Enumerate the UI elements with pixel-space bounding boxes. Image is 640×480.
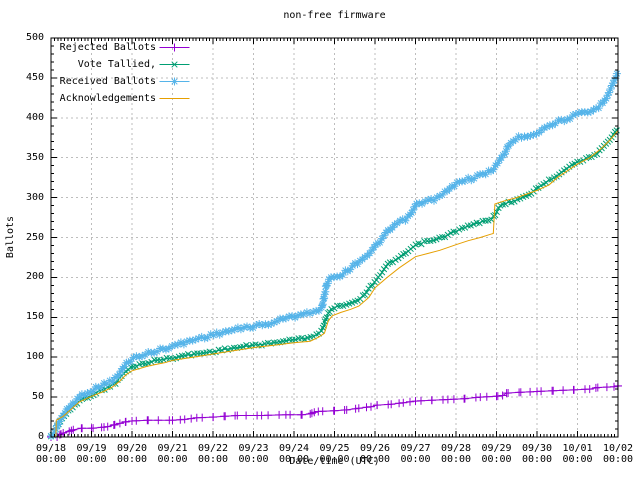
y-tick-label: 450 xyxy=(25,71,44,83)
x-tick-time: 00:00 xyxy=(319,454,350,465)
x-tick-time: 00:00 xyxy=(359,454,391,465)
star-marker-icon xyxy=(170,77,179,86)
y-tick-label: 50 xyxy=(31,391,44,403)
x-tick-time: 00:00 xyxy=(440,454,472,465)
legend-label: Acknowledgements xyxy=(59,93,156,104)
chart-title: non-free firmware xyxy=(283,10,386,21)
x-tick-label: 09/28 00:00 xyxy=(436,443,476,465)
x-tick-label: 09/25 00:00 xyxy=(315,443,355,465)
x-tick-date: 09/23 xyxy=(238,443,269,454)
x-tick-date: 09/18 xyxy=(35,443,67,454)
star-marker-icon xyxy=(47,69,621,440)
series-acknowledgements xyxy=(51,130,619,438)
x-tick-label: 10/02 00:00 xyxy=(598,443,638,465)
x-tick-label: 09/30 00:00 xyxy=(517,443,557,465)
x-tick-label: 09/23 00:00 xyxy=(234,443,274,465)
x-tick-date: 10/02 xyxy=(602,443,634,454)
x-tick-time: 00:00 xyxy=(238,454,269,465)
x-tick-date: 09/27 xyxy=(400,443,431,454)
series-received-ballots xyxy=(47,69,621,440)
x-tick-date: 09/21 xyxy=(157,443,188,454)
x-tick-time: 00:00 xyxy=(76,454,107,465)
x-tick-label: 09/27 00:00 xyxy=(396,443,436,465)
x-tick-time: 00:00 xyxy=(278,454,310,465)
legend-sample-received-ballots xyxy=(159,77,190,86)
x-tick-time: 00:00 xyxy=(197,454,229,465)
x-tick-time: 00:00 xyxy=(521,454,553,465)
x-tick-date: 09/29 xyxy=(481,443,512,454)
x-tick-label: 09/21 00:00 xyxy=(153,443,193,465)
legend-sample-rejected-ballots xyxy=(159,43,190,52)
x-tick-date: 09/26 xyxy=(359,443,391,454)
x-tick-date: 09/30 xyxy=(521,443,553,454)
x-tick-date: 09/28 xyxy=(440,443,472,454)
legend-sample-acknowledgements xyxy=(159,98,190,99)
y-tick-label: 200 xyxy=(25,271,44,283)
x-tick-label: 09/19 00:00 xyxy=(72,443,112,465)
gridlines xyxy=(51,38,618,437)
x-tick-time: 00:00 xyxy=(157,454,188,465)
y-tick-label: 400 xyxy=(25,111,44,123)
x-tick-label: 09/24 00:00 xyxy=(274,443,314,465)
x-tick-time: 00:00 xyxy=(562,454,593,465)
legend-item-vote-tallied: Vote Tallied, xyxy=(51,56,194,73)
x-tick-time: 00:00 xyxy=(602,454,634,465)
x-tick-label: 09/29 00:00 xyxy=(477,443,517,465)
y-tick-label: 100 xyxy=(25,351,44,363)
y-tick-label: 250 xyxy=(25,231,44,243)
x-tick-time: 00:00 xyxy=(35,454,67,465)
legend-label: Rejected Ballots xyxy=(59,42,156,53)
x-tick-date: 09/20 xyxy=(116,443,148,454)
x-axis-title: Date/time (UTC) xyxy=(289,456,380,467)
x-tick-time: 00:00 xyxy=(400,454,431,465)
series-line-acknowledgements xyxy=(51,130,619,438)
y-tick-label: 300 xyxy=(25,191,44,203)
legend-label: Received Ballots xyxy=(59,76,156,87)
y-tick-label: 150 xyxy=(25,311,44,323)
x-tick-date: 09/24 xyxy=(278,443,310,454)
legend-item-received-ballots: Received Ballots xyxy=(51,73,194,90)
y-tick-label: 500 xyxy=(25,32,44,43)
cross-marker-icon xyxy=(171,61,178,68)
axes-border xyxy=(50,37,619,438)
legend-label: Vote Tallied, xyxy=(77,59,156,70)
x-tick-label: 09/18 00:00 xyxy=(31,443,71,465)
x-tick-date: 09/22 xyxy=(197,443,229,454)
y-tick-label: 0 xyxy=(37,431,44,442)
legend-sample-vote-tallied xyxy=(159,61,190,68)
x-tick-label: 09/26 00:00 xyxy=(355,443,395,465)
y-tick-label: 350 xyxy=(25,151,44,163)
x-tick-date: 10/01 xyxy=(562,443,593,454)
x-tick-label: 09/22 00:00 xyxy=(193,443,233,465)
x-tick-date: 09/25 xyxy=(319,443,350,454)
legend-item-acknowledgements: Acknowledgements xyxy=(51,90,194,107)
x-tick-time: 00:00 xyxy=(116,454,148,465)
x-tick-label: 10/01 00:00 xyxy=(558,443,598,465)
plus-marker-icon xyxy=(170,43,179,52)
x-tick-label: 09/20 00:00 xyxy=(112,443,152,465)
legend-item-rejected-ballots: Rejected Ballots xyxy=(51,39,194,56)
x-tick-date: 09/19 xyxy=(76,443,107,454)
legend: Rejected Ballots Vote Tallied, Received Ba… xyxy=(51,39,194,107)
x-tick-time: 00:00 xyxy=(481,454,512,465)
